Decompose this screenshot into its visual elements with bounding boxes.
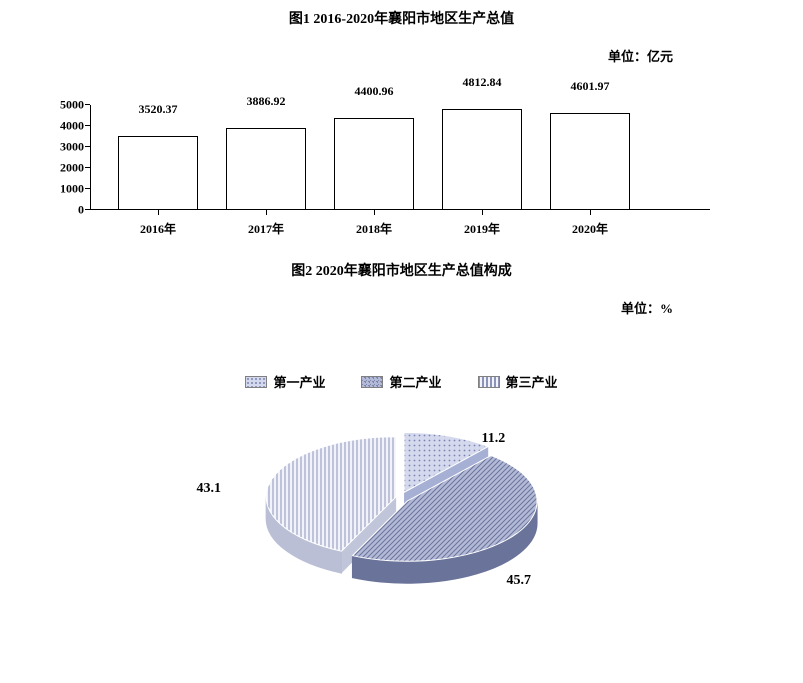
pie-legend-label: 第一产业	[273, 372, 325, 391]
bar	[442, 109, 522, 210]
bar-y-axis	[90, 105, 91, 210]
bar-x-tick-mark	[590, 210, 591, 215]
pie-slice-label: 45.7	[507, 573, 532, 589]
bar-y-tick-mark	[85, 188, 90, 189]
bar-value-label: 4601.97	[571, 79, 610, 94]
bar-y-tick: 4000	[60, 119, 90, 134]
pie-legend: 第一产业 第二产业 第三产业	[0, 372, 803, 393]
bar-y-tick-mark	[85, 125, 90, 126]
bar-y-tick: 3000	[60, 140, 90, 155]
pie-legend-item: 第三产业	[478, 372, 558, 391]
bar-y-tick: 2000	[60, 161, 90, 176]
bar-value-label: 3886.92	[247, 94, 286, 109]
bar	[226, 128, 306, 210]
bar-chart-unit: 单位：亿元	[0, 46, 673, 65]
pie-slice-label: 11.2	[482, 431, 506, 447]
bar-value-label: 4812.84	[463, 75, 502, 90]
pie-legend-item: 第二产业	[361, 372, 441, 391]
bar-y-tick-mark	[85, 209, 90, 210]
bar	[550, 113, 630, 210]
pie-chart-title: 图2 2020年襄阳市地区生产总值构成	[0, 260, 803, 280]
bar-y-tick: 1000	[60, 182, 90, 197]
bar-y-tick-mark	[85, 146, 90, 147]
bar-chart: 0100020003000400050003520.372016年3886.92…	[90, 105, 710, 210]
pie-slice-label: 43.1	[197, 481, 222, 497]
bar-y-tick: 0	[78, 203, 90, 218]
bar	[118, 136, 198, 210]
bar-x-tick-mark	[158, 210, 159, 215]
bar-y-tick-mark	[85, 167, 90, 168]
bar-value-label: 4400.96	[355, 84, 394, 99]
pie-chart: 11.2 45.7 43.1	[152, 403, 652, 603]
bar-chart-title: 图1 2016-2020年襄阳市地区生产总值	[0, 8, 803, 28]
pie-legend-label: 第二产业	[389, 372, 441, 391]
pie-svg	[152, 403, 652, 603]
pie-legend-swatch	[361, 376, 383, 388]
bar-y-tick-mark	[85, 104, 90, 105]
bar-y-tick: 5000	[60, 98, 90, 113]
pie-legend-swatch	[245, 376, 267, 388]
pie-chart-unit: 单位：%	[0, 298, 673, 317]
pie-legend-swatch	[478, 376, 500, 388]
bar-x-tick-mark	[374, 210, 375, 215]
bar	[334, 118, 414, 210]
bar-x-tick-mark	[482, 210, 483, 215]
bar-x-tick-mark	[266, 210, 267, 215]
pie-legend-label: 第三产业	[506, 372, 558, 391]
bar-value-label: 3520.37	[139, 102, 178, 117]
pie-legend-item: 第一产业	[245, 372, 325, 391]
